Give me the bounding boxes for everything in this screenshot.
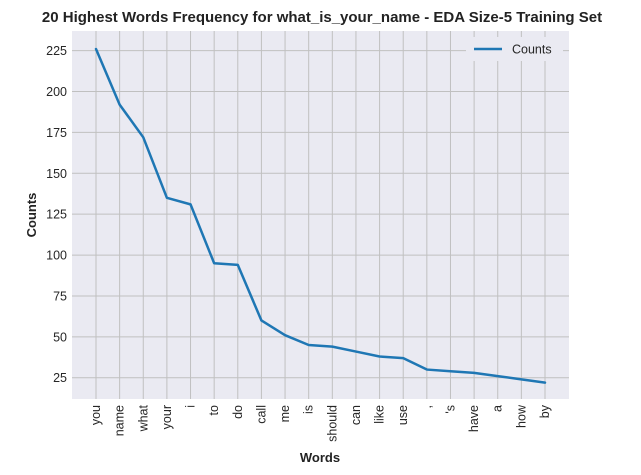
x-tick-label: i: [184, 405, 198, 408]
y-tick-labels: 25 50 75 100 125 150 175 200 225: [46, 44, 67, 385]
x-tick-label: your: [160, 405, 174, 429]
y-tick-label: 125: [46, 208, 67, 222]
x-tick-label: is: [302, 405, 316, 414]
x-tick-label: me: [278, 405, 292, 422]
y-tick-label: 200: [46, 85, 67, 99]
y-tick-label: 150: [46, 167, 67, 181]
x-tick-label: ,: [420, 405, 434, 408]
legend-label: Counts: [512, 43, 552, 57]
y-tick-label: 175: [46, 126, 67, 140]
x-tick-label: use: [396, 405, 410, 425]
x-tick-label: what: [136, 404, 150, 432]
x-tick-label: name: [113, 405, 127, 436]
x-tick-label: by: [538, 404, 552, 418]
x-tick-label: a: [491, 405, 505, 412]
x-tick-label: to: [207, 405, 221, 415]
x-tick-labels: you name what your i to do call me is should can lik…: [89, 404, 552, 442]
y-tick-label: 50: [53, 330, 67, 344]
y-tick-label: 100: [46, 249, 67, 263]
y-tick-label: 225: [46, 44, 67, 58]
x-tick-label: should: [325, 405, 339, 442]
x-tick-label: do: [231, 405, 245, 419]
x-tick-label: you: [89, 405, 103, 425]
chart-title: 20 Highest Words Frequency for what_is_y…: [42, 9, 602, 26]
x-tick-label: like: [373, 405, 387, 424]
series-layer: [94, 47, 547, 384]
legend: Counts: [466, 37, 563, 61]
plot-area: [72, 31, 569, 399]
x-tick-label: how: [514, 404, 528, 428]
y-tick-label: 75: [53, 289, 67, 303]
x-tick-label: have: [467, 405, 481, 432]
x-tick-label: 's: [443, 405, 457, 414]
x-tick-label: can: [349, 405, 363, 425]
x-axis-label: Words: [300, 450, 340, 465]
series-line: [94, 47, 547, 384]
y-axis-label: Counts: [24, 193, 39, 238]
y-tick-label: 25: [53, 371, 67, 385]
x-tick-label: call: [254, 405, 268, 424]
